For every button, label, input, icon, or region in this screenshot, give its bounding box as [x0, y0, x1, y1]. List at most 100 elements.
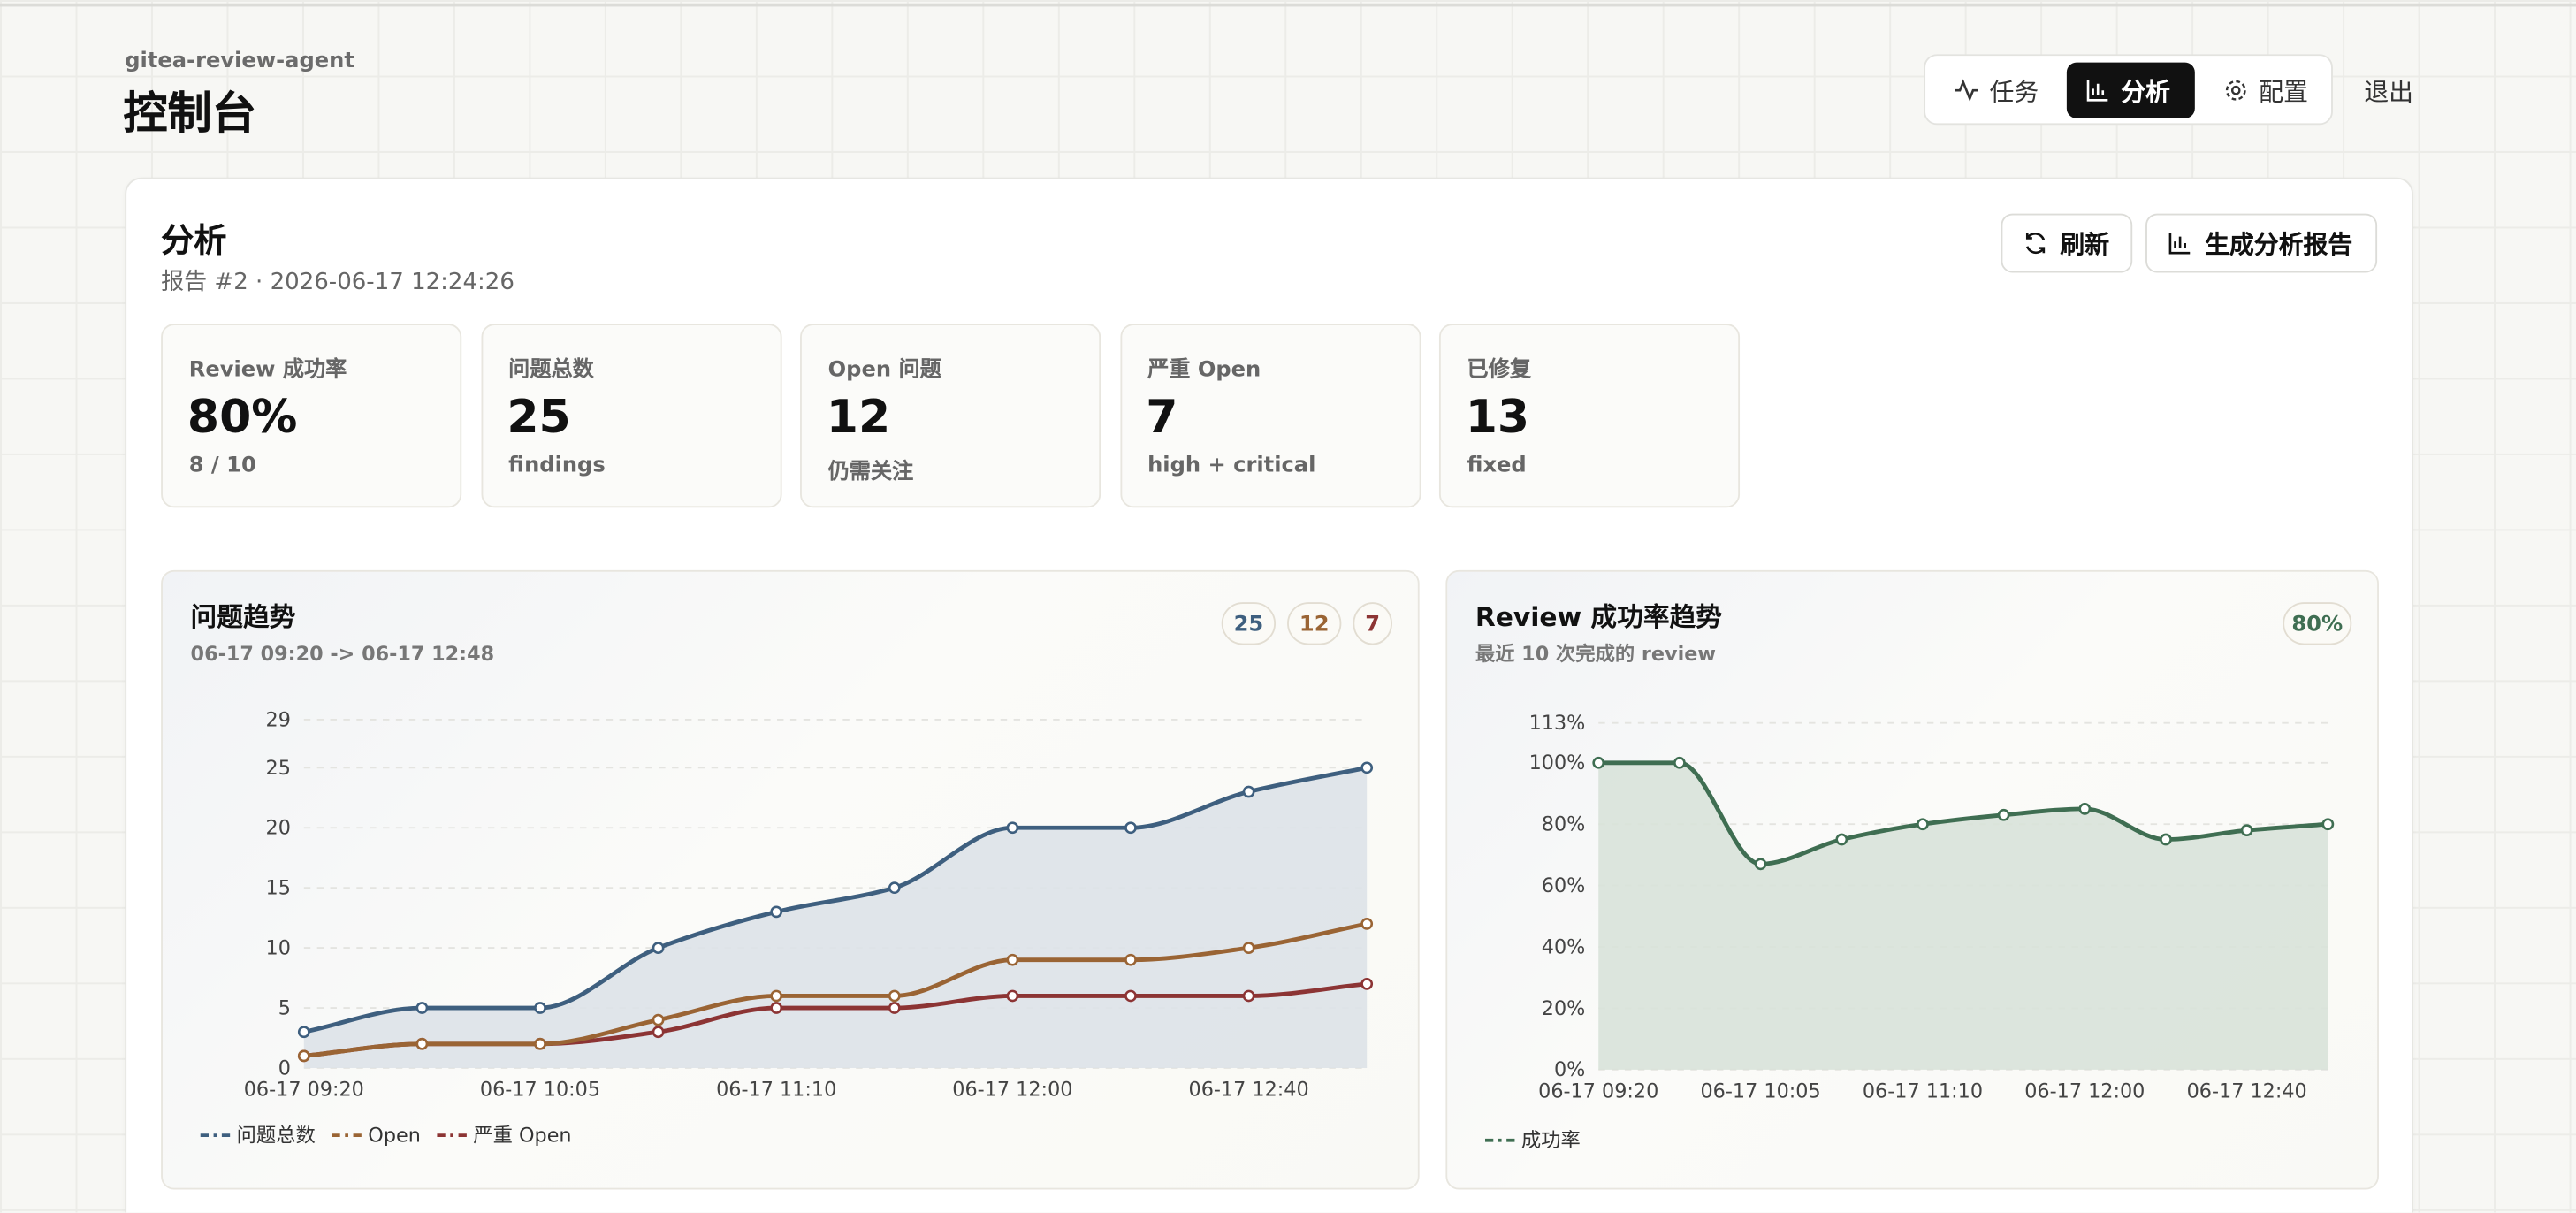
icon	[2225, 80, 2246, 101]
x-tick-label: 06-17 12:00	[952, 1079, 1072, 1102]
point	[1360, 918, 1374, 930]
point	[2240, 824, 2253, 837]
point	[1997, 808, 2010, 821]
chart-card: 问题趋势 06-17 09:20 -> 06-17 12:48 7 12 25 0 5 10 1…	[161, 569, 1420, 1190]
icon	[2025, 233, 2046, 255]
point	[1006, 821, 1019, 835]
point	[1835, 833, 1848, 846]
stat-note: 仍需关注	[827, 460, 914, 485]
icon	[2168, 233, 2191, 255]
point	[1360, 977, 1374, 990]
chart: 问题趋势 06-17 09:20 -> 06-17 12:48 7 12 25 0 5 10 1…	[191, 602, 1392, 1148]
stat-value: 12	[826, 389, 891, 444]
chart-card: Review 成功率趋势 最近 10 次完成的 review 80% 0% 20% 40%…	[1445, 569, 2379, 1190]
badge	[2283, 602, 2352, 645]
button-label: 刷新	[2060, 229, 2110, 259]
stat-card: Open 问题 12 仍需关注	[800, 324, 1101, 508]
report-button[interactable]: 生成分析报告	[2145, 213, 2378, 273]
point	[1673, 756, 1686, 769]
stat-label: Open 问题	[827, 358, 941, 384]
stat-label: 问题总数	[508, 358, 594, 384]
point	[652, 942, 665, 954]
y-tick-label: 40%	[1542, 935, 1586, 958]
line	[303, 765, 1368, 1034]
point	[1242, 942, 1255, 954]
icon	[1955, 79, 1978, 103]
stat-card: 严重 Open 7 high + critical	[1119, 324, 1421, 508]
line	[303, 921, 1368, 1058]
point	[415, 1002, 429, 1014]
chart-title: 问题趋势	[191, 602, 296, 633]
stat-value: 80%	[187, 389, 298, 444]
badge-label: 25	[1234, 612, 1264, 637]
y-tick-label: 80%	[1542, 813, 1586, 836]
point	[888, 989, 901, 1003]
point	[415, 1037, 429, 1050]
point	[1006, 989, 1019, 1003]
area	[303, 767, 1368, 1068]
y-tick-label: 100%	[1529, 751, 1586, 774]
point	[1242, 785, 1255, 798]
stat-card: Review 成功率 80% 8 / 10	[161, 324, 462, 508]
panel-subtitle: 报告 #2 · 2026-06-17 12:24:26	[161, 269, 514, 296]
legend-label: 问题总数	[237, 1125, 316, 1148]
point	[888, 1002, 901, 1014]
badge-label: 12	[1299, 612, 1330, 637]
point	[2160, 833, 2172, 846]
nav-analysis[interactable]: 分析	[2066, 62, 2195, 118]
nav-tasks[interactable]: 任务	[1935, 63, 2057, 118]
point	[770, 989, 783, 1003]
x-tick-label: 06-17 11:10	[716, 1079, 836, 1102]
point	[2321, 818, 2335, 831]
logout[interactable]: 退出	[2364, 77, 2414, 107]
y-tick-label: 20	[266, 817, 291, 840]
area	[1598, 762, 2328, 1070]
y-tick-label: 5	[278, 996, 291, 1019]
legend-label: 成功率	[1521, 1129, 1581, 1152]
point	[652, 1026, 665, 1039]
point	[2078, 802, 2092, 815]
x-tick-label: 06-17 11:10	[1863, 1079, 1983, 1102]
y-tick-label: 15	[266, 877, 291, 900]
badge-label: 7	[1365, 612, 1380, 637]
nav: 任务 分析 配置	[1924, 54, 2333, 126]
badge	[1353, 602, 1392, 645]
chart-subtitle: 最近 10 次完成的 review	[1475, 642, 1716, 666]
nav-label: 任务	[1989, 76, 2039, 106]
x-tick-label: 06-17 10:05	[1701, 1079, 1821, 1102]
stat-value: 13	[1465, 389, 1530, 444]
y-tick-label: 20%	[1542, 997, 1586, 1020]
stat-note: fixed	[1467, 453, 1527, 478]
point	[1124, 953, 1137, 966]
point	[1124, 989, 1137, 1003]
badge	[1287, 602, 1342, 645]
nav-config[interactable]: 配置	[2205, 63, 2327, 118]
point	[1124, 821, 1137, 835]
point	[770, 905, 783, 919]
stat-value: 7	[1146, 389, 1178, 444]
stat-label: 严重 Open	[1147, 358, 1261, 384]
y-tick-label: 113%	[1529, 712, 1586, 735]
point	[1592, 756, 1605, 769]
app-name: gitea-review-agent	[125, 49, 354, 74]
x-tick-label: 06-17 12:00	[2024, 1079, 2145, 1102]
chart-title: Review 成功率趋势	[1475, 602, 1722, 633]
stat-label: Review 成功率	[188, 358, 347, 384]
point	[888, 881, 901, 895]
y-tick-label: 60%	[1542, 874, 1586, 897]
legend-label: 严重 Open	[473, 1125, 571, 1148]
point	[1754, 858, 1767, 871]
stat-note: findings	[508, 453, 606, 478]
nav-label: 分析	[2121, 76, 2170, 106]
stat-card: 问题总数 25 findings	[480, 324, 781, 508]
top-border	[0, 3, 2576, 7]
stat-note: high + critical	[1147, 453, 1316, 478]
point	[1917, 818, 1929, 831]
refresh-button[interactable]: 刷新	[2001, 213, 2133, 273]
y-tick-label: 29	[266, 708, 291, 731]
icon	[2086, 80, 2108, 102]
panel-title: 分析	[161, 220, 227, 260]
nav-label: 配置	[2259, 76, 2309, 106]
